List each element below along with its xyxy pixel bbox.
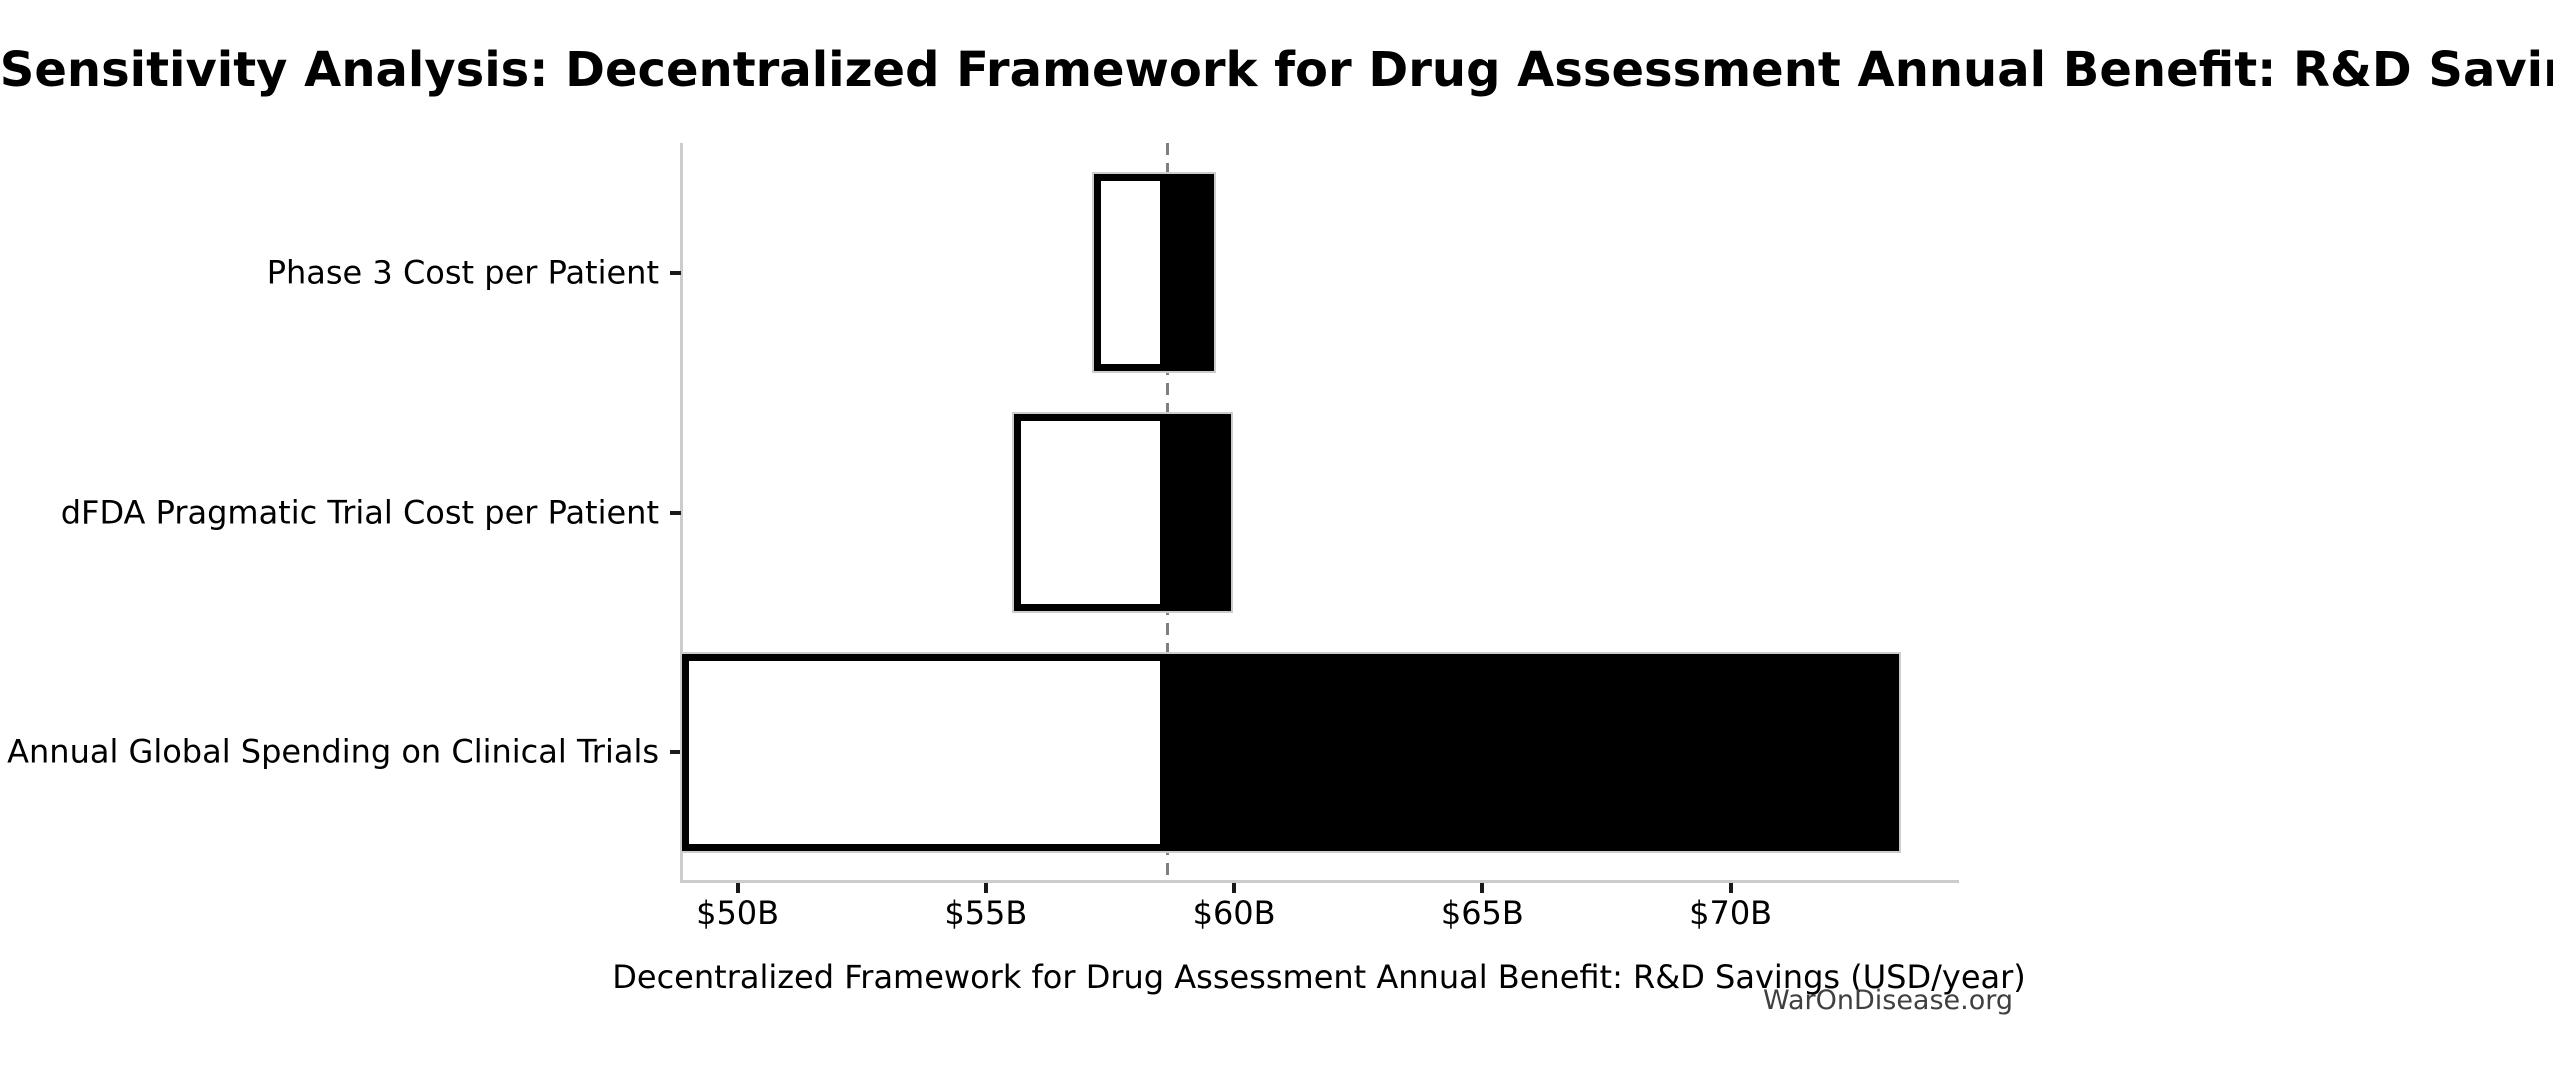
x-tick xyxy=(983,883,988,893)
y-axis-label: dFDA Pragmatic Trial Cost per Patient xyxy=(60,492,659,531)
watermark: WarOnDisease.org xyxy=(1762,985,2014,1016)
x-tick-label: $55B xyxy=(944,894,1028,932)
chart-title: Sensitivity Analysis: Decentralized Fram… xyxy=(0,42,2553,98)
x-tick xyxy=(1728,883,1733,893)
x-tick xyxy=(1232,883,1237,893)
y-axis-label: Phase 3 Cost per Patient xyxy=(266,252,659,291)
y-tick xyxy=(670,750,681,755)
x-axis-label: Decentralized Framework for Drug Assessm… xyxy=(612,958,2026,996)
low-bar xyxy=(1014,414,1168,611)
bottom-spine xyxy=(680,880,1959,883)
y-tick xyxy=(670,270,681,275)
left-spine xyxy=(680,143,683,883)
x-tick xyxy=(1480,883,1485,893)
x-tick-label: $60B xyxy=(1192,894,1276,932)
y-tick xyxy=(670,510,681,515)
y-axis-label: Annual Global Spending on Clinical Trial… xyxy=(7,732,659,771)
low-bar xyxy=(682,654,1168,851)
x-tick-label: $50B xyxy=(696,894,780,932)
low-bar xyxy=(1094,174,1168,371)
x-tick-label: $70B xyxy=(1689,894,1773,932)
x-tick xyxy=(735,883,740,893)
x-tick-label: $65B xyxy=(1440,894,1524,932)
